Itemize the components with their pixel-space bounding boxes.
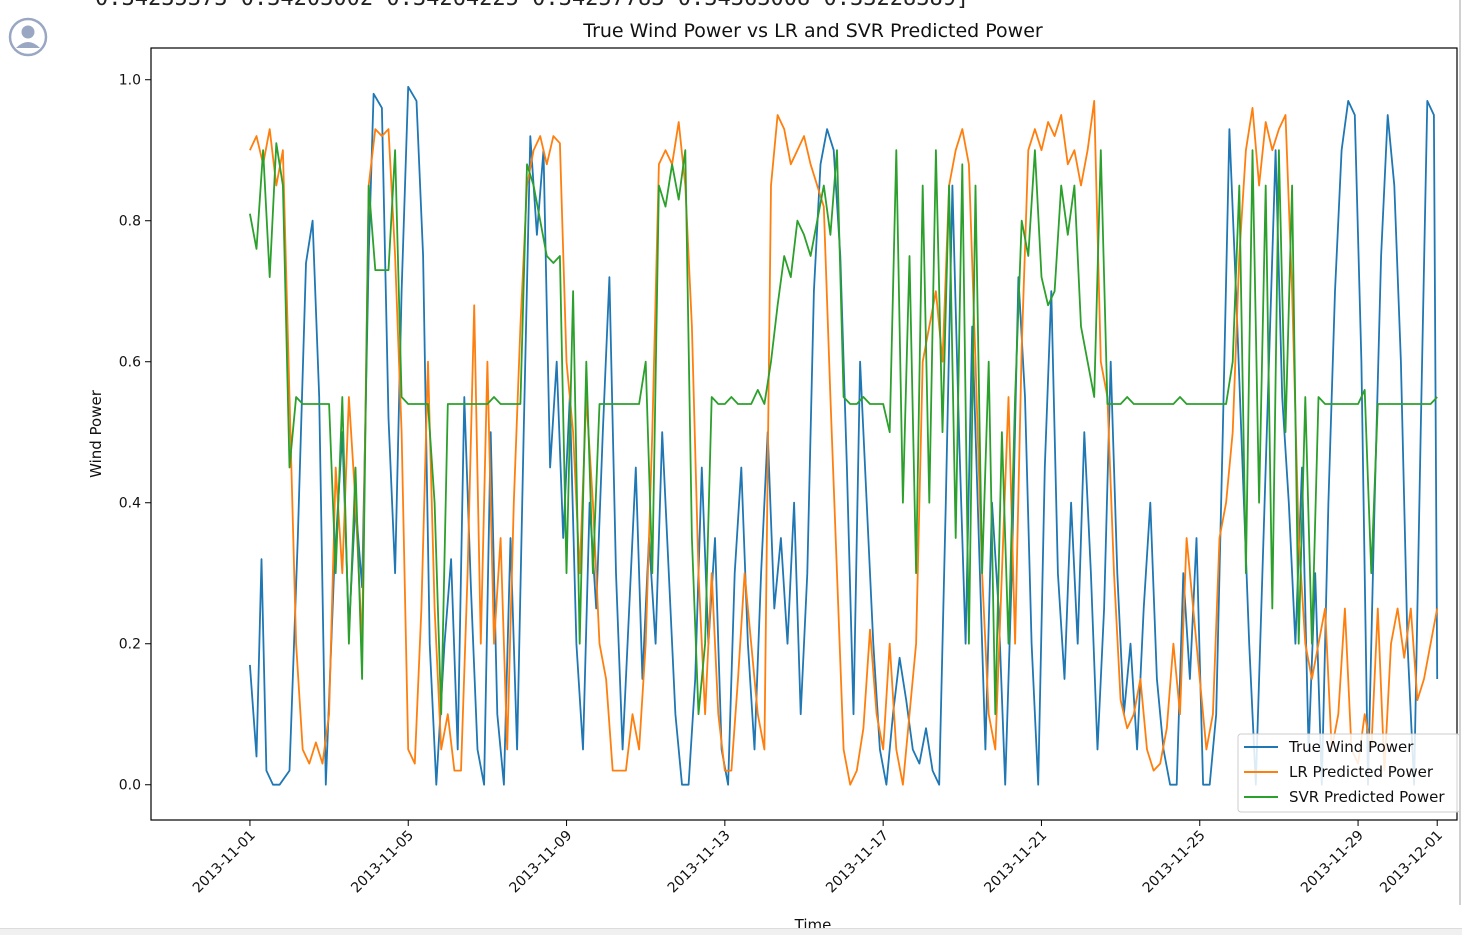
x-tick-label: 2013-11-17 [823,828,892,897]
y-tick-label: 0.8 [119,214,141,230]
plot-frame [150,47,1458,821]
bottom-scrollbar[interactable] [0,928,1462,935]
series-line-3 [249,142,1438,716]
y-axis-title: Wind Power [87,389,105,478]
y-axis: 0.0 0.2 0.4 0.6 0.8 1.0 [119,73,151,794]
legend-label: LR Predicted Power [1289,763,1434,781]
x-tick-label: 2013-11-01 [190,828,259,897]
y-tick-label: 1.0 [119,73,141,89]
legend: True Wind Power LR Predicted Power SVR Pre… [1237,733,1461,813]
legend-label: True Wind Power [1288,738,1414,756]
panel-divider [1459,0,1461,905]
x-axis: 2013-11-01 2013-11-05 2013-11-09 2013-11-13… [190,820,1446,896]
series-layer [249,85,1439,786]
y-tick-label: 0.6 [119,355,141,371]
x-tick-label: 2013-11-13 [665,828,734,897]
legend-label: SVR Predicted Power [1289,788,1445,806]
series-line-1 [249,85,1439,786]
chart-title: True Wind Power vs LR and SVR Predicted … [582,20,1043,42]
output-text-line: 0.34235373 0.34203002 0.34264225 0.34257… [95,0,1295,8]
y-tick-label: 0.2 [119,637,141,653]
x-tick-label: 2013-11-21 [981,828,1050,897]
y-tick-label: 0.0 [119,778,141,794]
x-tick-label: 2013-11-09 [507,828,576,897]
x-tick-label: 2013-11-05 [348,828,417,897]
x-tick-label: 2013-11-29 [1298,828,1367,897]
x-tick-label: 2013-12-01 [1377,828,1446,897]
y-tick-label: 0.4 [119,496,141,512]
x-tick-label: 2013-11-25 [1140,828,1209,897]
user-avatar-icon[interactable] [8,17,48,57]
series-line-2 [249,100,1439,786]
